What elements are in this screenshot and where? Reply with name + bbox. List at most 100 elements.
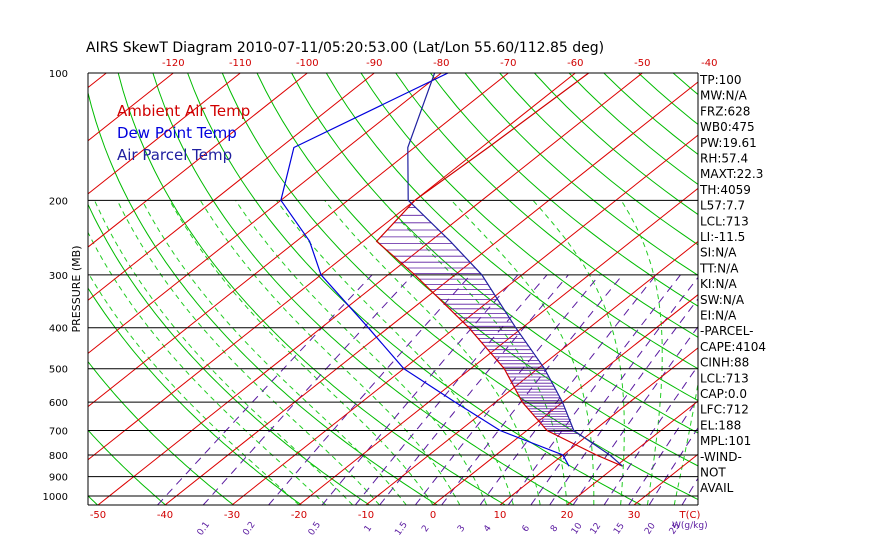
series-air-parcel-temp <box>407 73 623 467</box>
mixing-ratio-line <box>268 274 471 505</box>
index-item: LCL:713 <box>700 214 749 228</box>
mixing-ratio-tick-label: 1 <box>363 524 374 534</box>
index-item: EL:188 <box>700 418 741 432</box>
isotherm-line <box>97 73 643 505</box>
dry-adiabat-line <box>88 203 370 505</box>
mixing-ratio-line <box>479 274 657 505</box>
profile-series <box>280 73 623 467</box>
mixing-ratio-line <box>414 274 600 505</box>
moist-adiabat-line <box>620 200 663 505</box>
index-item: TP:100 <box>699 73 742 87</box>
mixing-ratio-line <box>354 274 548 505</box>
index-item: -PARCEL- <box>700 324 754 338</box>
top-temp-tick-label: -80 <box>433 58 449 69</box>
mixing-ratio-tick-label: 3 <box>456 524 467 534</box>
isobars <box>88 73 698 497</box>
isotherm-line <box>365 240 698 505</box>
moist-adiabat-line <box>169 200 434 505</box>
legend: Ambient Air Temp Dew Point Temp Air Parcel… <box>117 102 250 164</box>
index-item: AVAIL <box>700 481 734 495</box>
index-item: RH:57.4 <box>700 152 748 166</box>
pressure-tick-label: 800 <box>49 451 68 462</box>
pressure-tick-label: 1000 <box>43 492 68 503</box>
temp-unit-label: T(C) <box>679 510 701 521</box>
mixing-ratio-line <box>549 298 698 505</box>
moist-adiabat-line <box>532 199 625 505</box>
mixing-ratio-tick-label: 12 <box>589 521 604 536</box>
mixing-ratio-line <box>441 274 623 505</box>
cape-hatch <box>379 207 579 435</box>
pressure-tick-label: 400 <box>49 324 68 335</box>
mixing-ratio-line <box>507 274 681 505</box>
top-temp-tick-label: -70 <box>500 58 516 69</box>
isotherm-line <box>768 73 870 505</box>
moist-adiabat-line <box>673 381 698 505</box>
index-item: SI:N/A <box>700 246 737 260</box>
mixing-ratio-tick-label: 20 <box>643 521 658 536</box>
isotherm-line <box>164 81 698 505</box>
index-item: L57:7.7 <box>700 199 745 213</box>
pressure-tick-label: 300 <box>49 271 68 282</box>
mixing-ratio-tick-label: 8 <box>549 523 561 534</box>
mixing-ratio-line <box>530 276 698 505</box>
mixing-ratio-tick-label: 1.5 <box>393 520 409 537</box>
dry-adiabat-line <box>88 287 302 505</box>
mixing-ratio-line <box>202 274 414 505</box>
isotherm-line <box>88 73 308 248</box>
top-temp-tick-label: -100 <box>296 58 319 69</box>
dry-adiabat-line <box>88 429 166 505</box>
dry-adiabat-line <box>88 360 234 505</box>
pressure-tick-label: 500 <box>49 365 68 376</box>
index-item: KI:N/A <box>700 277 737 291</box>
moist-adiabat-line <box>275 200 514 505</box>
dry-adiabat-line <box>291 73 698 434</box>
index-item: NOT <box>700 466 726 480</box>
bottom-temp-tick-label: 0 <box>430 510 436 521</box>
index-item: TT:N/A <box>699 261 739 275</box>
isotherm-line <box>88 73 442 355</box>
dry-adiabat-line <box>464 73 698 276</box>
index-item: LCL:713 <box>700 371 749 385</box>
legend-item: Air Parcel Temp <box>117 146 232 164</box>
top-temp-tick-label: -40 <box>701 58 717 69</box>
bottom-temp-tick-label: -40 <box>157 510 173 521</box>
mixing-ratio-line <box>157 274 373 505</box>
top-temp-tick-label: -110 <box>229 58 252 69</box>
index-item: SW:N/A <box>700 293 745 307</box>
dry-adiabat-line <box>430 73 698 307</box>
y-axis-label: PRESSURE (MB) <box>70 246 83 333</box>
dry-adiabat-line <box>743 73 870 505</box>
dry-adiabat-line <box>0 73 30 505</box>
isotherm-line <box>835 73 870 505</box>
dry-adiabat-line <box>499 73 698 246</box>
series-ambient-air-temp <box>375 73 623 467</box>
index-item: -WIND- <box>700 450 742 464</box>
dry-adiabat-line <box>221 73 698 501</box>
pressure-tick-label: 100 <box>49 69 68 80</box>
isotherm-line <box>88 73 241 195</box>
isotherm-line <box>566 400 698 505</box>
dry-adiabat-line <box>256 73 698 467</box>
index-item: WB0:475 <box>700 120 755 134</box>
dry-adiabat-line <box>152 73 574 505</box>
index-item: MPL:101 <box>700 434 751 448</box>
moist-adiabat-line <box>88 231 327 505</box>
top-temp-tick-label: -120 <box>162 58 185 69</box>
isotherm-line <box>88 73 375 301</box>
top-temp-tick-label: -90 <box>366 58 382 69</box>
isotherm-line <box>88 73 509 408</box>
index-item: FRZ:628 <box>700 104 750 118</box>
bottom-temp-tick-label: -50 <box>90 510 106 521</box>
mixing-ratio-tick-label: 4 <box>482 523 494 534</box>
moist-adiabat-line <box>450 199 595 505</box>
chart-title: AIRS SkewT Diagram 2010-07-11/05:20:53.0… <box>86 40 604 56</box>
index-item: LI:-11.5 <box>700 230 745 244</box>
dry-adiabats <box>0 73 870 505</box>
moist-adiabat-line <box>381 199 568 505</box>
index-item: CAP:0.0 <box>700 387 747 401</box>
moist-adiabat-line <box>235 200 488 505</box>
mixing-ratio-tick-label: 2 <box>420 524 431 534</box>
mixing-ratio-line <box>572 325 698 505</box>
